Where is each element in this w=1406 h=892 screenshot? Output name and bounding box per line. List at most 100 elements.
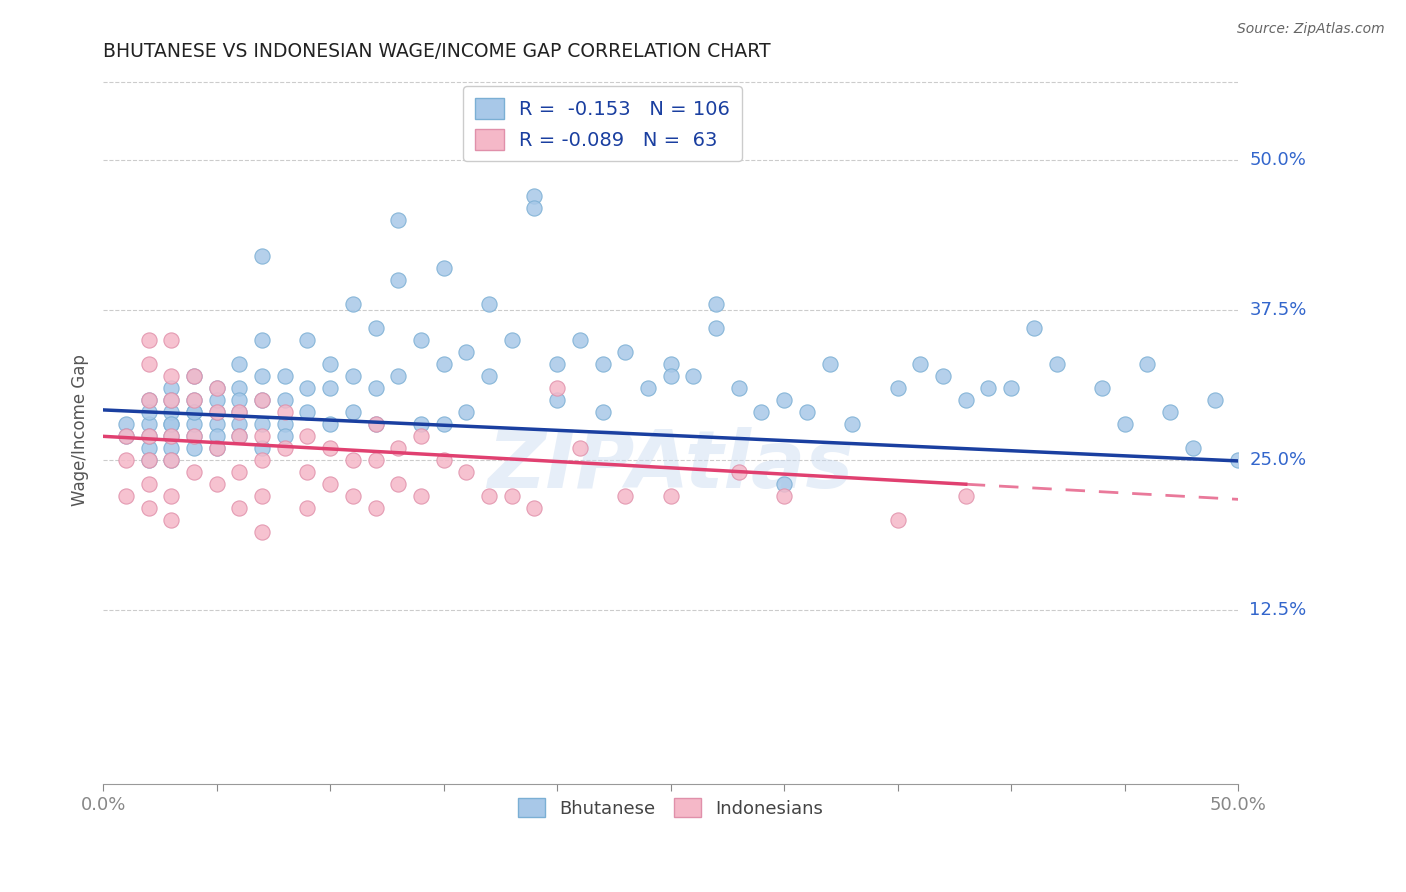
Point: [274, 442, 297, 456]
Point: [250, 249, 273, 263]
Point: [138, 453, 160, 467]
Point: [319, 417, 342, 432]
Point: [183, 429, 205, 443]
Point: [682, 369, 704, 384]
Point: [274, 405, 297, 419]
Point: [228, 501, 250, 516]
Point: [409, 417, 432, 432]
Point: [138, 453, 160, 467]
Point: [160, 442, 183, 456]
Point: [138, 405, 160, 419]
Point: [773, 477, 796, 491]
Point: [114, 453, 136, 467]
Point: [796, 405, 818, 419]
Point: [342, 297, 364, 311]
Point: [160, 429, 183, 443]
Point: [319, 381, 342, 395]
Point: [183, 405, 205, 419]
Point: [138, 333, 160, 347]
Point: [387, 442, 409, 456]
Point: [955, 489, 977, 503]
Point: [955, 393, 977, 408]
Point: [1022, 321, 1045, 335]
Point: [409, 333, 432, 347]
Point: [183, 442, 205, 456]
Point: [205, 405, 228, 419]
Point: [183, 405, 205, 419]
Point: [138, 357, 160, 371]
Point: [546, 393, 568, 408]
Point: [592, 357, 614, 371]
Text: 25.0%: 25.0%: [1250, 451, 1306, 469]
Point: [160, 489, 183, 503]
Point: [183, 393, 205, 408]
Point: [841, 417, 863, 432]
Point: [751, 405, 773, 419]
Point: [592, 405, 614, 419]
Point: [205, 405, 228, 419]
Point: [205, 393, 228, 408]
Point: [250, 393, 273, 408]
Point: [160, 513, 183, 527]
Point: [250, 369, 273, 384]
Point: [205, 442, 228, 456]
Point: [138, 429, 160, 443]
Point: [228, 405, 250, 419]
Point: [1159, 405, 1181, 419]
Point: [274, 429, 297, 443]
Point: [501, 333, 523, 347]
Point: [250, 453, 273, 467]
Point: [183, 369, 205, 384]
Point: [1045, 357, 1067, 371]
Point: [183, 417, 205, 432]
Point: [773, 393, 796, 408]
Point: [1136, 357, 1159, 371]
Point: [138, 417, 160, 432]
Point: [160, 453, 183, 467]
Point: [297, 466, 319, 480]
Point: [319, 477, 342, 491]
Point: [297, 381, 319, 395]
Point: [433, 453, 456, 467]
Point: [228, 429, 250, 443]
Point: [250, 525, 273, 540]
Text: 37.5%: 37.5%: [1250, 301, 1306, 319]
Point: [342, 489, 364, 503]
Point: [297, 429, 319, 443]
Point: [478, 489, 501, 503]
Point: [160, 393, 183, 408]
Point: [342, 369, 364, 384]
Point: [138, 393, 160, 408]
Point: [228, 466, 250, 480]
Point: [523, 201, 546, 215]
Point: [138, 429, 160, 443]
Point: [205, 442, 228, 456]
Point: [614, 489, 637, 503]
Point: [228, 357, 250, 371]
Point: [659, 357, 682, 371]
Text: ZIPAtlas: ZIPAtlas: [488, 426, 853, 505]
Legend: Bhutanese, Indonesians: Bhutanese, Indonesians: [510, 791, 831, 825]
Point: [1114, 417, 1136, 432]
Point: [160, 381, 183, 395]
Point: [659, 369, 682, 384]
Point: [228, 381, 250, 395]
Point: [160, 405, 183, 419]
Point: [274, 369, 297, 384]
Point: [160, 393, 183, 408]
Point: [364, 453, 387, 467]
Point: [114, 429, 136, 443]
Point: [659, 489, 682, 503]
Point: [250, 393, 273, 408]
Point: [114, 429, 136, 443]
Point: [523, 501, 546, 516]
Point: [364, 381, 387, 395]
Point: [727, 381, 749, 395]
Point: [910, 357, 932, 371]
Point: [250, 417, 273, 432]
Point: [364, 321, 387, 335]
Point: [478, 297, 501, 311]
Point: [250, 429, 273, 443]
Point: [364, 501, 387, 516]
Point: [501, 489, 523, 503]
